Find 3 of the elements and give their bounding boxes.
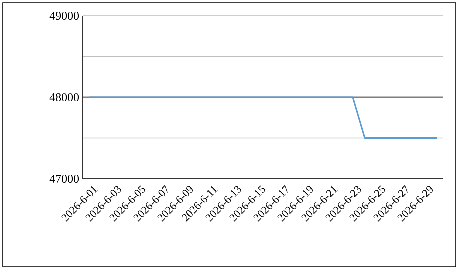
- y-tick-label: 48000: [50, 93, 80, 102]
- y-tick-label: 49000: [50, 12, 80, 20]
- y-tick-label: 47000: [50, 174, 80, 184]
